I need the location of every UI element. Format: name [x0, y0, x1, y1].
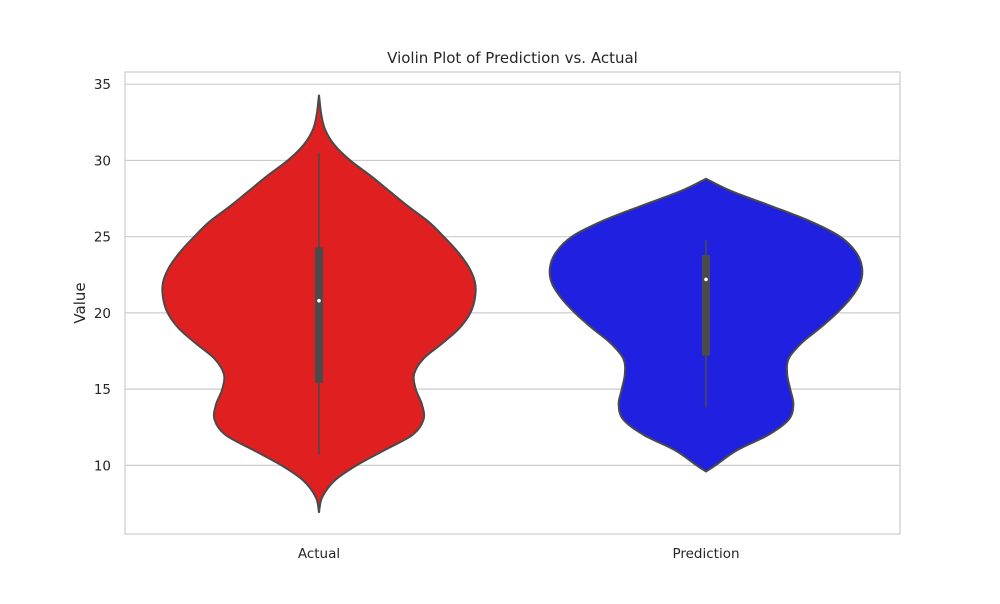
- y-axis-title: Value: [71, 282, 89, 323]
- iqr-box-actual: [315, 247, 323, 384]
- iqr-box-prediction: [702, 254, 710, 356]
- x-tick-labels: Actual Prediction: [298, 546, 740, 562]
- x-tick-label: Actual: [298, 546, 340, 562]
- y-tick-label: 20: [94, 306, 111, 322]
- y-tick-label: 25: [94, 230, 111, 246]
- y-tick-label: 35: [94, 77, 111, 93]
- y-tick-label: 30: [94, 153, 111, 169]
- y-tick-label: 10: [94, 458, 111, 474]
- y-tick-label: 15: [94, 382, 111, 398]
- box-plots: [315, 152, 710, 455]
- median-point-prediction: [704, 277, 708, 282]
- chart-title: Violin Plot of Prediction vs. Actual: [387, 49, 638, 67]
- violins: [161, 94, 864, 513]
- x-tick-label: Prediction: [672, 546, 739, 562]
- plot-frame: [124, 71, 901, 535]
- y-tick-labels: 10 15 20 25 30 35: [94, 77, 111, 474]
- median-point-actual: [317, 298, 321, 303]
